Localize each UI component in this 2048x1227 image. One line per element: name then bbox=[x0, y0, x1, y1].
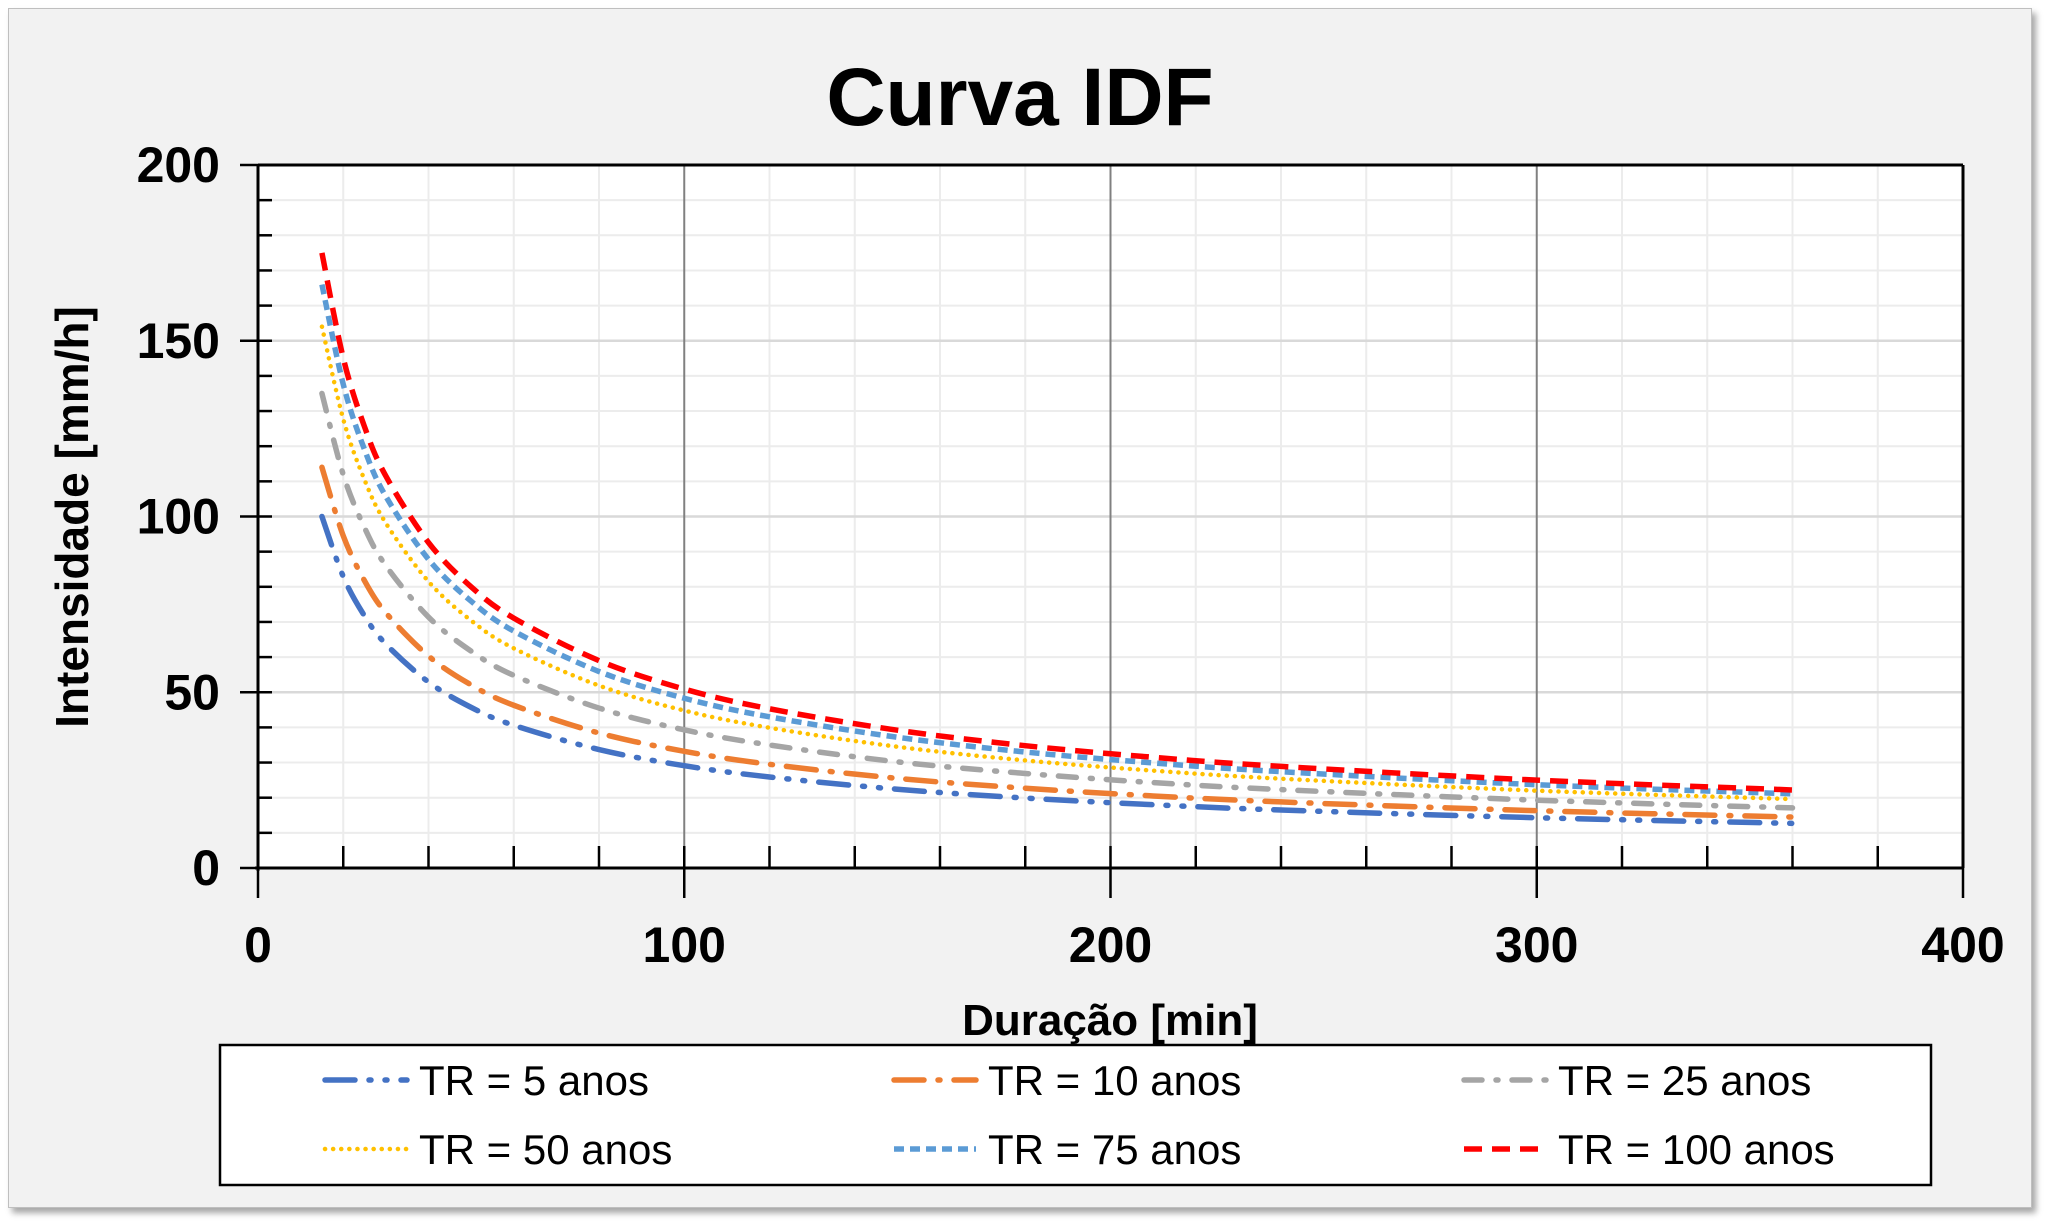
x-tick-label: 100 bbox=[643, 917, 726, 973]
series-line-4 bbox=[319, 324, 1795, 802]
series-line-1 bbox=[319, 513, 1796, 827]
legend-label: TR = 100 anos bbox=[1558, 1126, 1835, 1173]
series-line-5 bbox=[319, 283, 1793, 797]
y-tick-label: 150 bbox=[137, 313, 220, 369]
x-tick-label: 0 bbox=[244, 917, 272, 973]
series-group bbox=[319, 252, 1796, 827]
y-axis-label: Intensidade [mm/h] bbox=[46, 306, 98, 728]
legend-label: TR = 10 anos bbox=[988, 1057, 1241, 1104]
y-tick-label: 100 bbox=[137, 489, 220, 545]
legend-box bbox=[218, 1043, 1933, 1187]
legend-label: TR = 75 anos bbox=[988, 1126, 1241, 1173]
legend: TR = 5 anos TR = 10 anos TR = 25 anos TR = … bbox=[218, 1043, 1933, 1187]
axes: 0 50 100 150 200 0 100 200 300 400 bbox=[137, 137, 2005, 973]
x-tick-label: 400 bbox=[1921, 917, 2004, 973]
legend-label: TR = 25 anos bbox=[1558, 1057, 1811, 1104]
legend-label: TR = 5 anos bbox=[419, 1057, 649, 1104]
y-tick-label: 200 bbox=[137, 137, 220, 193]
series-line-2 bbox=[319, 464, 1796, 820]
gridlines bbox=[258, 165, 1963, 868]
y-tick-label: 50 bbox=[164, 664, 220, 720]
y-tick-label: 0 bbox=[192, 840, 220, 896]
x-tick-label: 300 bbox=[1495, 917, 1578, 973]
series-line-6 bbox=[319, 252, 1793, 793]
x-tick-label: 200 bbox=[1069, 917, 1152, 973]
chart-title: Curva IDF bbox=[826, 52, 1213, 143]
x-axis-label: Duração [min] bbox=[962, 996, 1258, 1045]
legend-label: TR = 50 anos bbox=[419, 1126, 672, 1173]
